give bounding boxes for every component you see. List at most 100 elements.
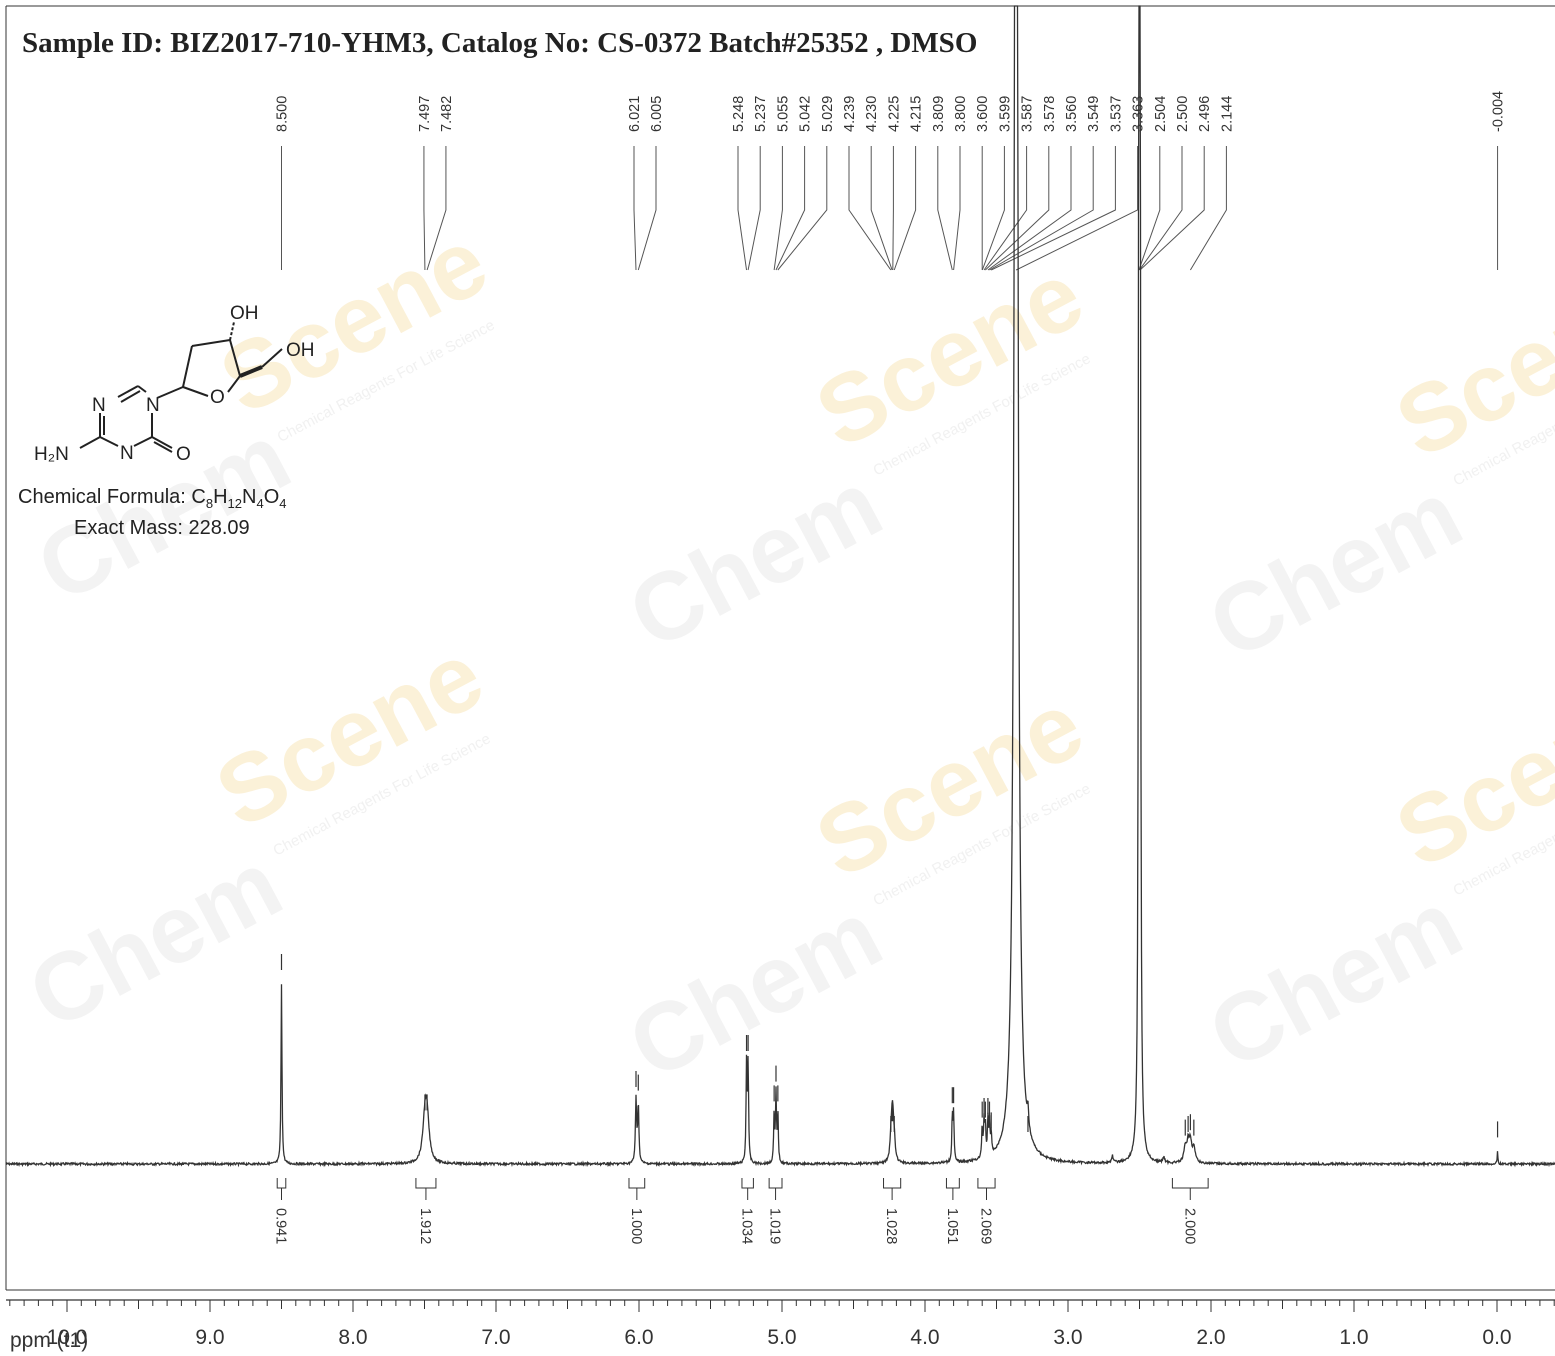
watermark-brand-grey: Chem bbox=[1192, 870, 1478, 1090]
structure-atoms: OH OH N N N O O H₂N bbox=[34, 303, 315, 465]
peak-label-connector bbox=[989, 146, 1094, 271]
integral-value: 2.000 bbox=[1181, 1208, 1197, 1244]
peak-label-connector bbox=[983, 146, 1028, 271]
peak-label: 3.560 bbox=[1064, 96, 1080, 132]
x-tick-label: 1.0 bbox=[1339, 1326, 1368, 1349]
peak-label: 4.225 bbox=[886, 96, 902, 132]
peak-label: 4.215 bbox=[909, 96, 925, 132]
peak-label-connector bbox=[637, 146, 657, 271]
peak-label-connector bbox=[892, 146, 894, 271]
atom-n5: N bbox=[120, 443, 134, 464]
x-tick-label: 4.0 bbox=[910, 1326, 939, 1349]
formula-o-count: 4 bbox=[279, 496, 286, 511]
integral-bracket bbox=[977, 1178, 996, 1189]
peak-label: 4.230 bbox=[864, 96, 880, 132]
peak-label: 3.587 bbox=[1020, 96, 1036, 132]
peak-label-connector bbox=[423, 146, 426, 271]
structure-bond bbox=[133, 436, 153, 447]
peak-label-connector bbox=[777, 146, 828, 271]
watermark-brand-grey: Chem bbox=[612, 450, 898, 670]
x-tick-label: 0.0 bbox=[1482, 1326, 1511, 1349]
peak-label: 8.500 bbox=[275, 96, 291, 132]
peak-label-connector bbox=[1138, 146, 1161, 271]
structure-bond bbox=[137, 385, 147, 393]
integral-value: 1.051 bbox=[944, 1208, 960, 1244]
integral-bracket bbox=[945, 1178, 960, 1189]
structure-bond bbox=[261, 348, 283, 368]
peak-label: 7.482 bbox=[439, 96, 455, 132]
peak-label-connector bbox=[893, 146, 917, 271]
atom-h2n: H₂N bbox=[34, 444, 69, 465]
peak-label-connector bbox=[747, 146, 761, 271]
peak-label: 5.042 bbox=[798, 96, 814, 132]
x-tick-label: 6.0 bbox=[624, 1326, 653, 1349]
formula-c-count: 8 bbox=[206, 496, 213, 511]
integral-bracket bbox=[1171, 1178, 1209, 1189]
integral-bracket bbox=[883, 1178, 902, 1189]
integral-bracket bbox=[276, 1178, 287, 1189]
peak-label: 2.504 bbox=[1153, 96, 1169, 132]
integral-value: 1.028 bbox=[883, 1208, 899, 1244]
structure-bond bbox=[151, 436, 173, 449]
formula-h-count: 12 bbox=[228, 496, 242, 511]
peak-label-connector bbox=[737, 146, 748, 271]
integrals: 0.941 1.912 1.000 1.034 1.019 1.028 1.051 2.069… bbox=[273, 1178, 1209, 1244]
peak-label-connector bbox=[848, 146, 892, 271]
peak-markers bbox=[280, 954, 1499, 1138]
peak-label-connector bbox=[990, 146, 1116, 271]
integral-bracket bbox=[768, 1178, 783, 1189]
peak-label-connector bbox=[773, 146, 783, 271]
x-tick-label: 2.0 bbox=[1196, 1326, 1225, 1349]
atom-o-ring: O bbox=[210, 387, 225, 408]
structure-bond bbox=[229, 339, 241, 377]
formula-n-count: 4 bbox=[256, 496, 263, 511]
peak-label: 4.239 bbox=[842, 96, 858, 132]
formula-o: O bbox=[264, 486, 280, 508]
structure-bond bbox=[227, 375, 241, 393]
peak-label: 3.578 bbox=[1042, 96, 1058, 132]
peak-label-connector bbox=[1189, 146, 1227, 271]
peak-label-connector bbox=[1139, 146, 1205, 271]
structure-bond bbox=[120, 390, 141, 403]
atom-o-carbonyl: O bbox=[176, 444, 191, 465]
peak-label-connector bbox=[426, 146, 447, 271]
peak-label-connector bbox=[1139, 146, 1183, 271]
peak-label-connector bbox=[870, 146, 893, 271]
peak-label-connector bbox=[633, 146, 637, 271]
peak-label: 5.029 bbox=[820, 96, 836, 132]
atom-n1: N bbox=[146, 395, 160, 416]
integral-value: 0.941 bbox=[273, 1208, 289, 1244]
peak-label: 3.800 bbox=[953, 96, 969, 132]
integral-value: 1.019 bbox=[767, 1208, 783, 1244]
formula-c: C bbox=[191, 486, 205, 508]
formula-n: N bbox=[242, 486, 256, 508]
structure-bond bbox=[229, 321, 235, 341]
peak-label: 3.537 bbox=[1108, 96, 1124, 132]
x-tick-label: 10.0 bbox=[47, 1326, 88, 1349]
integral-bracket bbox=[741, 1178, 754, 1189]
peak-labels: 8.500 7.497 7.482 6.021 6.005 5.248 5.237 5.055… bbox=[275, 91, 1507, 271]
peak-label: 6.005 bbox=[649, 96, 665, 132]
watermark-brand-grey: Chem bbox=[21, 403, 307, 623]
structure-bond bbox=[182, 345, 193, 388]
watermark-brand-grey: Chem bbox=[1192, 460, 1478, 680]
exact-mass: Exact Mass: 228.09 bbox=[74, 517, 250, 539]
structure-bond bbox=[79, 436, 101, 449]
peak-label-connector bbox=[775, 146, 806, 271]
structure-bond bbox=[117, 385, 139, 398]
formula-h: H bbox=[213, 486, 227, 508]
x-tick-label: 5.0 bbox=[767, 1326, 796, 1349]
peak-label-connector bbox=[985, 146, 1050, 271]
chemical-formula: Chemical Formula: C8H12N4O4 bbox=[18, 486, 286, 511]
peak-label: 5.055 bbox=[775, 96, 791, 132]
integral-value: 2.069 bbox=[977, 1208, 993, 1244]
formula-label: Chemical Formula: bbox=[18, 486, 191, 508]
x-axis-label: ppm (t1) bbox=[10, 1329, 88, 1352]
x-tick-label: 9.0 bbox=[195, 1326, 224, 1349]
integral-bracket bbox=[628, 1178, 646, 1189]
peak-label: 2.496 bbox=[1197, 96, 1213, 132]
x-axis: 10.0 9.0 8.0 7.0 6.0 5.0 4.0 3.0 2.0 1.0 0.0 bbox=[6, 1299, 1555, 1349]
peak-label: 2.500 bbox=[1175, 96, 1191, 132]
peak-label-connector bbox=[987, 146, 1072, 271]
